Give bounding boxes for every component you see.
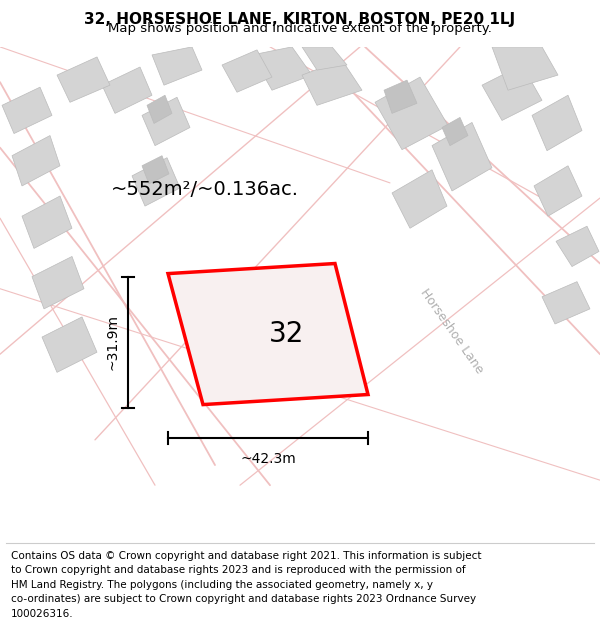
- Polygon shape: [12, 136, 60, 186]
- Polygon shape: [142, 98, 190, 146]
- Polygon shape: [556, 226, 599, 266]
- Text: ~42.3m: ~42.3m: [240, 452, 296, 466]
- Text: Horseshoe Lane: Horseshoe Lane: [418, 286, 486, 376]
- Polygon shape: [482, 65, 542, 121]
- Polygon shape: [22, 196, 72, 248]
- Polygon shape: [152, 47, 202, 85]
- Polygon shape: [432, 122, 492, 191]
- Polygon shape: [302, 47, 347, 70]
- Text: Contains OS data © Crown copyright and database right 2021. This information is : Contains OS data © Crown copyright and d…: [11, 551, 481, 561]
- Polygon shape: [534, 166, 582, 216]
- Polygon shape: [57, 57, 110, 102]
- Polygon shape: [492, 47, 558, 90]
- Polygon shape: [132, 158, 180, 206]
- Text: 32, HORSESHOE LANE, KIRTON, BOSTON, PE20 1LJ: 32, HORSESHOE LANE, KIRTON, BOSTON, PE20…: [85, 12, 515, 27]
- Polygon shape: [392, 170, 447, 228]
- Text: 32: 32: [269, 320, 304, 348]
- Text: to Crown copyright and database rights 2023 and is reproduced with the permissio: to Crown copyright and database rights 2…: [11, 565, 466, 575]
- Polygon shape: [532, 95, 582, 151]
- Text: co-ordinates) are subject to Crown copyright and database rights 2023 Ordnance S: co-ordinates) are subject to Crown copyr…: [11, 594, 476, 604]
- Polygon shape: [542, 282, 590, 324]
- Polygon shape: [147, 95, 172, 124]
- Polygon shape: [222, 50, 272, 92]
- Polygon shape: [168, 264, 368, 404]
- Text: ~31.9m: ~31.9m: [105, 314, 119, 370]
- Text: Map shows position and indicative extent of the property.: Map shows position and indicative extent…: [108, 22, 492, 35]
- Polygon shape: [142, 156, 169, 184]
- Polygon shape: [375, 77, 448, 149]
- Polygon shape: [384, 80, 417, 113]
- Polygon shape: [32, 256, 84, 309]
- Text: HM Land Registry. The polygons (including the associated geometry, namely x, y: HM Land Registry. The polygons (includin…: [11, 580, 433, 590]
- Polygon shape: [252, 47, 312, 90]
- Text: ~552m²/~0.136ac.: ~552m²/~0.136ac.: [111, 181, 299, 199]
- Polygon shape: [42, 317, 97, 372]
- Text: 100026316.: 100026316.: [11, 609, 73, 619]
- Polygon shape: [102, 67, 152, 113]
- Polygon shape: [442, 118, 468, 146]
- Polygon shape: [302, 60, 362, 106]
- Polygon shape: [2, 87, 52, 134]
